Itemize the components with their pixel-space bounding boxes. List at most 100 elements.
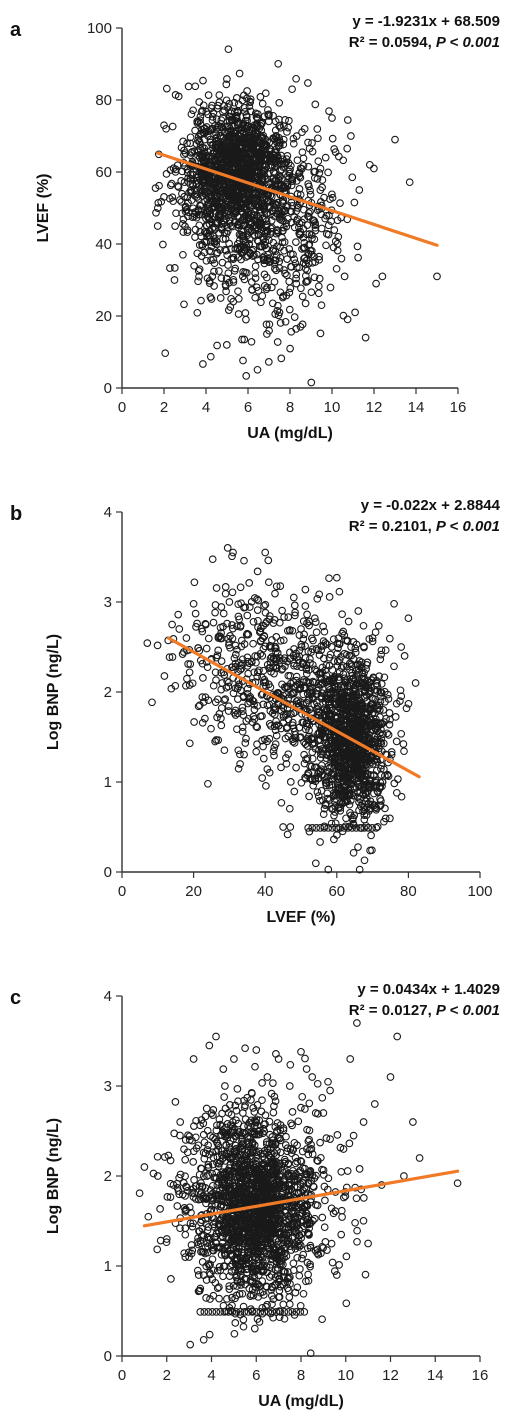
data-point (301, 585, 310, 594)
data-point (211, 198, 220, 207)
data-point (311, 100, 320, 109)
data-point (223, 160, 232, 168)
data-point (433, 272, 441, 281)
data-point (304, 138, 312, 147)
data-point (360, 856, 369, 865)
data-point (324, 168, 332, 177)
data-point (193, 119, 202, 127)
data-point (250, 231, 259, 240)
data-point (262, 162, 271, 171)
data-point (215, 91, 224, 99)
data-point (261, 548, 270, 557)
data-point (359, 621, 368, 630)
data-point (259, 131, 268, 140)
data-point (279, 1300, 288, 1309)
data-point (269, 167, 278, 176)
data-point (218, 185, 227, 193)
data-point (308, 139, 316, 147)
x-tick-label: 60 (328, 883, 345, 900)
data-point (270, 256, 279, 265)
data-point (312, 628, 321, 637)
data-point (161, 349, 170, 358)
data-point (212, 137, 220, 146)
data-point (314, 282, 323, 291)
data-point (339, 311, 348, 320)
data-point (241, 739, 250, 747)
data-point (377, 646, 386, 655)
data-point (239, 232, 248, 241)
data-point (263, 283, 271, 292)
data-point (273, 242, 281, 251)
p-value: P < 0.001 (436, 518, 500, 535)
data-point (230, 98, 239, 107)
data-point (334, 152, 343, 161)
data-point (218, 258, 227, 267)
data-point (235, 236, 244, 245)
data-point (217, 122, 226, 131)
data-point (299, 1250, 308, 1259)
x-tick-label: 20 (185, 883, 202, 900)
data-point (318, 176, 327, 184)
data-point (182, 205, 191, 214)
data-point (224, 103, 232, 111)
data-point (212, 237, 221, 245)
scatter-points (135, 1019, 462, 1358)
data-point (175, 625, 184, 633)
data-point (221, 177, 230, 186)
data-point (411, 679, 420, 687)
data-point (233, 243, 241, 252)
data-point (195, 137, 204, 146)
data-point (242, 168, 250, 177)
data-point (180, 178, 189, 187)
data-point (404, 614, 413, 623)
data-point (238, 142, 247, 151)
data-point (261, 608, 270, 617)
data-point (367, 831, 375, 840)
data-point (271, 264, 279, 273)
data-point (203, 212, 212, 221)
data-point (252, 747, 261, 756)
data-point (221, 583, 230, 591)
data-point (276, 319, 285, 327)
data-point (325, 107, 333, 115)
data-point (224, 132, 233, 140)
data-point (343, 144, 352, 153)
data-point (372, 279, 380, 288)
data-point (205, 276, 214, 285)
data-point (298, 320, 307, 329)
data-point (275, 618, 284, 627)
data-point (203, 195, 212, 204)
data-point (174, 183, 183, 191)
data-point (272, 158, 280, 167)
data-point (299, 1289, 308, 1298)
data-point (365, 160, 374, 169)
data-point (253, 150, 262, 159)
x-tick-label: 0 (118, 883, 126, 900)
data-point (294, 1117, 303, 1126)
data-point (230, 1329, 239, 1338)
data-point (215, 215, 224, 224)
data-point (208, 555, 217, 564)
r-squared-value: R² = 0.0594, (349, 34, 436, 51)
data-point (202, 214, 210, 223)
data-point (278, 238, 287, 247)
data-point (400, 747, 408, 756)
x-axis-title: LVEF (%) (266, 909, 335, 926)
data-point (168, 193, 177, 202)
data-point (252, 113, 261, 121)
data-point (257, 220, 266, 228)
data-point (209, 108, 218, 117)
data-point (177, 197, 186, 206)
data-point (253, 365, 262, 374)
data-point (199, 674, 207, 682)
data-point (220, 1093, 229, 1101)
data-point (171, 168, 180, 176)
data-point (210, 267, 218, 276)
data-point (184, 82, 193, 91)
data-point (292, 74, 300, 83)
data-point (251, 293, 260, 302)
data-point (288, 85, 296, 94)
data-point (262, 141, 270, 149)
data-point (180, 300, 188, 309)
data-point (314, 157, 323, 166)
